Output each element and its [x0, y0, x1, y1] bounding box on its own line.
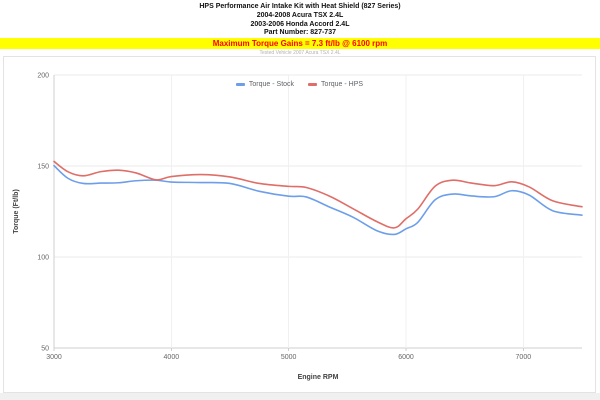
legend-label-stock: Torque - Stock: [248, 81, 295, 88]
tested-vehicle-caption: Tested Vehicle 2007 Acura TSX 2.4L: [259, 50, 341, 56]
title-line-2: 2004-2008 Acura TSX 2.4L: [256, 11, 344, 19]
x-axis-title: Engine RPM: [298, 374, 339, 381]
x-tick-label: 3000: [46, 354, 62, 361]
x-tick-label: 6000: [398, 354, 414, 361]
dyno-chart-card: 50 100 150 200 3000 4000 5000 6000 7000 Engine RP…: [3, 56, 596, 393]
x-tick-label: 7000: [516, 354, 532, 361]
title-line-3: 2003-2006 Honda Accord 2.4L: [250, 20, 350, 28]
y-tick-label: 100: [37, 255, 49, 262]
chart-legend: Torque - Stock Torque - HPS: [4, 81, 595, 88]
y-tick-label: 150: [37, 164, 49, 171]
series-line-torque-stock: [53, 164, 583, 236]
legend-item-hps: Torque - HPS: [308, 81, 363, 88]
hps-line-swatch-icon: [308, 83, 318, 86]
legend-item-stock: Torque - Stock: [235, 81, 295, 88]
x-tick-label: 5000: [281, 354, 297, 361]
part-number-line: Part Number: 827-737: [264, 29, 336, 37]
stock-line-swatch-icon: [235, 83, 245, 86]
y-tick-label: 200: [37, 73, 49, 80]
x-tick-label: 4000: [164, 354, 180, 361]
product-title-block: HPS Performance Air Intake Kit with Heat…: [0, 0, 600, 38]
series-line-torque-hps: [53, 160, 583, 229]
torque-gains-banner: Maximum Torque Gains = 7.3 ft/lb @ 6100 …: [0, 38, 600, 49]
torque-chart: 50 100 150 200 3000 4000 5000 6000 7000 Engine RP…: [13, 73, 583, 381]
page-background-strip: [0, 393, 600, 400]
legend-label-hps: Torque - HPS: [321, 81, 364, 88]
y-tick-label: 50: [41, 346, 49, 353]
y-axis-title: Torque (Ft/lb): [13, 189, 20, 234]
title-line-1: HPS Performance Air Intake Kit with Heat…: [199, 3, 401, 10]
